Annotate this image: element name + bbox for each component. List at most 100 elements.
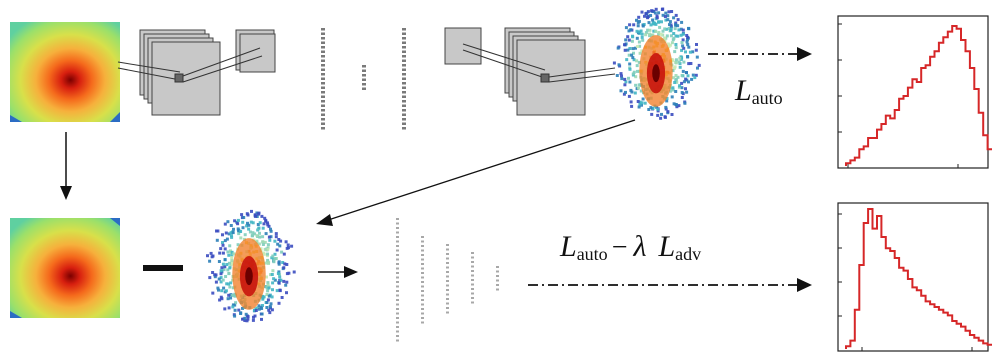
plume-dot (266, 298, 270, 302)
plume-dot (261, 297, 265, 301)
plume-dot (268, 238, 272, 242)
plume-dot (651, 107, 655, 110)
plume-dot (686, 55, 690, 58)
plume-dot (674, 13, 678, 17)
plume-dot (680, 41, 684, 44)
latent-dot (396, 236, 399, 238)
plume-dot (258, 235, 262, 239)
plume-dot (282, 252, 286, 256)
plume-dot (686, 74, 690, 78)
plume-dot (649, 23, 653, 27)
plume-dot (697, 63, 701, 67)
plume-dot (265, 301, 269, 304)
plume-dot (261, 294, 264, 298)
plume-dot (664, 105, 668, 109)
plume-dot (679, 33, 683, 37)
plume-dot (665, 99, 669, 103)
latent-dot (421, 321, 424, 324)
plume-dot (655, 16, 659, 20)
latent-dot (396, 231, 399, 234)
plume-dot (661, 7, 665, 11)
plume-dot (221, 251, 225, 255)
plume-dot (247, 227, 251, 231)
plume-dot (667, 10, 671, 14)
latent-dot (446, 302, 449, 305)
latent-dot (402, 37, 406, 40)
plume-dot (251, 231, 255, 235)
plume-dot (229, 231, 233, 235)
plume-dot (230, 235, 234, 239)
plume-dot (269, 227, 272, 231)
plume-peak (652, 64, 660, 83)
latent-dot (421, 254, 424, 256)
plume-dot (267, 235, 271, 239)
plume-dot (624, 26, 628, 30)
latent-dot (396, 285, 399, 288)
plume-dot (218, 298, 222, 302)
plume-dot (651, 18, 655, 22)
plume-dot (218, 251, 222, 255)
latent-dot (321, 86, 325, 89)
plume-dot (223, 239, 227, 243)
latent-dot (421, 294, 424, 297)
adversarial-loss-label: Lauto − λ Ladv (559, 230, 701, 264)
plume-dot (215, 238, 219, 242)
plume-dot (242, 216, 246, 219)
latent-dot (396, 281, 399, 283)
plume-dot (255, 215, 259, 218)
plume-dot (220, 289, 224, 293)
plume-dot (635, 18, 638, 22)
copy-down-arrow (60, 132, 72, 200)
plume-dot (262, 252, 266, 256)
plume-dot (270, 256, 274, 260)
plume-dot (224, 289, 228, 293)
plume-dot (211, 291, 215, 295)
plume-dot (241, 226, 245, 230)
plume-dot (253, 308, 256, 312)
plume-dot (261, 243, 265, 246)
subtract-sign-icon (143, 265, 183, 271)
plume-dot (643, 101, 647, 105)
plume-dot (634, 46, 637, 50)
plume-dot (671, 59, 675, 63)
plume-dot (678, 84, 682, 88)
latent-dot (396, 294, 399, 297)
plume-dot (624, 38, 628, 42)
plume-dot (253, 213, 257, 217)
plume-dot (634, 83, 638, 87)
plume-dot (674, 58, 678, 62)
plume-dot (279, 239, 283, 243)
plume-dot (276, 272, 280, 275)
plume-dot (683, 101, 687, 105)
plume-dot (640, 49, 644, 53)
plume-dot (217, 277, 221, 281)
plume-dot (640, 32, 644, 36)
plume-dot (685, 34, 689, 37)
plume-dot (292, 270, 296, 274)
latent-dot (446, 280, 449, 282)
latent-dot (321, 37, 325, 40)
plume-dot (277, 301, 281, 305)
plume-dot (227, 306, 231, 310)
latent-dot (396, 317, 399, 319)
decoder-block-stack (504, 27, 586, 116)
plume-dot (285, 246, 289, 250)
encoder-block-stack (139, 29, 221, 116)
plume-dot (217, 260, 221, 263)
plume-dot (626, 35, 630, 39)
plume-dot (684, 71, 688, 74)
plume-dot (268, 305, 272, 308)
latent-dot (446, 293, 449, 296)
plume-dot (255, 234, 259, 238)
plume-dot (225, 237, 229, 241)
plume-dot (637, 19, 641, 23)
plume-dot (272, 277, 276, 281)
latent-dot (362, 87, 366, 90)
plume-dot (638, 44, 642, 48)
plume-dot (219, 280, 223, 284)
plume-dot (226, 220, 230, 224)
adversarial-loss-arrow (528, 278, 812, 292)
plume-dot (229, 296, 233, 300)
plume-dot (260, 307, 264, 310)
plume-dot (681, 44, 685, 48)
